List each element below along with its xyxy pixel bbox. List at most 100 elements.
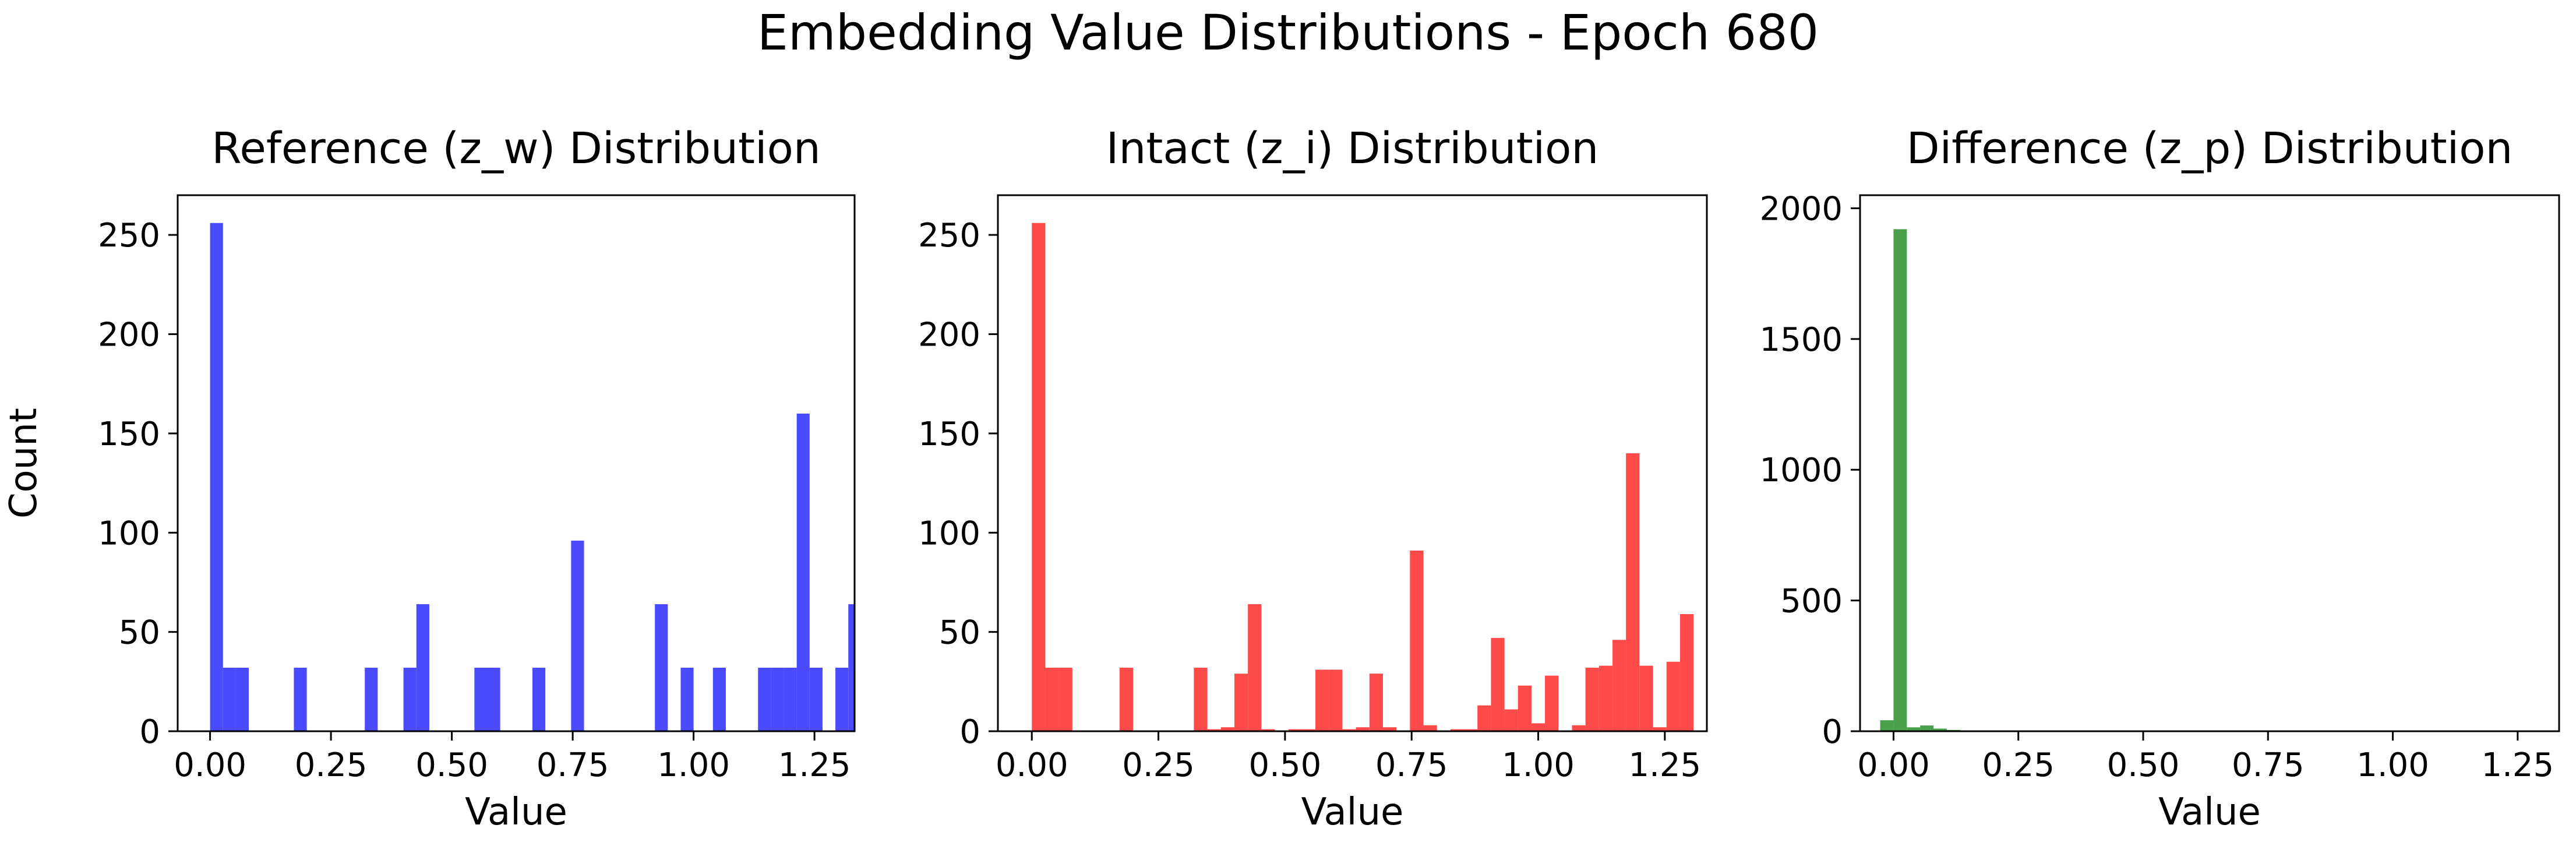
histogram-bar [487, 667, 500, 731]
x-tick-label: 1.25 [2482, 746, 2554, 784]
histogram-bar [1612, 640, 1626, 731]
y-tick-label: 150 [98, 415, 160, 453]
histogram-bar [1666, 661, 1680, 731]
histogram-bar [1598, 665, 1613, 731]
x-tick-label: 0.00 [174, 746, 246, 784]
histogram-bar [1572, 725, 1586, 731]
histogram-bar [655, 604, 668, 731]
x-tick-label: 1.25 [778, 746, 851, 784]
y-tick-label: 2000 [1759, 190, 1843, 228]
histogram-bar [1653, 727, 1667, 731]
figure-title: Embedding Value Distributions - Epoch 68… [757, 4, 1819, 61]
y-tick-label: 50 [119, 614, 160, 652]
histogram-bar [758, 667, 771, 731]
histogram-bars [210, 223, 855, 731]
x-tick-label: 1.00 [657, 746, 730, 784]
x-tick-label: 0.75 [537, 746, 609, 784]
y-tick-label: 50 [939, 614, 980, 652]
histogram-bar [1342, 729, 1356, 731]
histogram-bar [1369, 674, 1383, 731]
histogram-bar [532, 667, 546, 731]
x-tick-label: 0.50 [2107, 746, 2180, 784]
panel-intact: 0.00 0.25 0.50 0.75 1.00 1.25 0 50 100 150 200 250 I… [918, 124, 1708, 834]
histogram-bar [210, 223, 223, 731]
histogram-bar [771, 667, 784, 731]
histogram-bar [1119, 667, 1134, 731]
x-tick-label: 0.75 [1375, 746, 1448, 784]
histogram-bar [1410, 550, 1424, 731]
histogram-bar [1679, 614, 1694, 731]
panels: 0.00 0.25 0.50 0.75 1.00 1.25 0 50 100 150 200 250 R… [2, 124, 2560, 834]
y-tick-label: 150 [918, 415, 980, 453]
histogram-bar [1234, 674, 1248, 731]
panel-title: Difference (z_p) Distribution [1907, 124, 2513, 174]
histogram-bar [1301, 729, 1316, 731]
histogram-bar [1261, 729, 1275, 731]
y-tick-label: 200 [918, 316, 980, 354]
histogram-bar [1045, 667, 1059, 731]
histogram-bar [223, 667, 236, 731]
histogram-bar [1423, 725, 1437, 731]
y-tick-label: 0 [1822, 713, 1843, 751]
histogram-bar [1518, 685, 1532, 731]
y-tick-label: 100 [98, 514, 160, 552]
histogram-bar [1248, 604, 1262, 731]
x-axis-label: Value [465, 791, 567, 834]
plot-frame [997, 194, 1708, 732]
histogram-bar [1288, 729, 1302, 731]
histogram-bar [1194, 667, 1208, 731]
plot-frame [177, 194, 856, 732]
histogram-bar [1382, 727, 1397, 731]
histogram-bar [1356, 727, 1370, 731]
histogram-bar [809, 667, 823, 731]
histogram-bar [1504, 709, 1518, 731]
y-tick-label: 250 [918, 217, 980, 255]
x-tick-label: 0.25 [1122, 746, 1195, 784]
histogram-bar [680, 667, 694, 731]
x-tick-label: 1.00 [2356, 746, 2429, 784]
panel-reference: 0.00 0.25 0.50 0.75 1.00 1.25 0 50 100 150 200 250 R… [2, 124, 856, 834]
histogram-bar [1933, 728, 1947, 731]
histogram-bar [835, 667, 849, 731]
histogram-bar [784, 667, 797, 731]
y-axis-label: Count [2, 408, 45, 519]
histogram-bar [712, 667, 726, 731]
y-tick-label: 1000 [1759, 452, 1843, 489]
histogram-bar [848, 604, 855, 731]
y-tick-label: 100 [918, 514, 980, 552]
y-tick-label: 0 [959, 713, 980, 751]
panel-difference: 0.00 0.25 0.50 0.75 1.00 1.25 0 500 1000 1500 2000… [1759, 124, 2560, 834]
histogram-bar [1893, 229, 1907, 731]
histogram-bar [1329, 669, 1343, 731]
histogram-bar [1220, 727, 1234, 731]
x-tick-label: 0.50 [1249, 746, 1322, 784]
x-tick-label: 0.25 [1982, 746, 2055, 784]
histogram-bars [1866, 229, 1974, 731]
histogram-bar [1207, 729, 1221, 731]
x-tick-label: 1.00 [1502, 746, 1575, 784]
histogram-bar [365, 667, 378, 731]
x-tick-label: 0.00 [996, 746, 1068, 784]
y-tick-label: 0 [139, 713, 160, 751]
histogram-bar [294, 667, 307, 731]
y-tick-label: 1500 [1759, 321, 1843, 359]
histogram-bar [1626, 453, 1640, 731]
panel-title: Reference (z_w) Distribution [211, 124, 821, 174]
x-axis-label: Value [2158, 791, 2261, 834]
x-tick-label: 0.75 [2232, 746, 2305, 784]
histogram-bar [235, 667, 249, 731]
histogram-bar [1880, 720, 1894, 731]
histogram-bar [1907, 727, 1921, 731]
histogram-bar [1477, 705, 1491, 731]
plot-frame [1859, 194, 2560, 732]
histogram-bar [416, 604, 429, 731]
x-tick-label: 1.25 [1629, 746, 1702, 784]
histogram-bar [1032, 223, 1046, 731]
histogram-bar [796, 413, 810, 731]
x-axis-label: Value [1301, 791, 1404, 834]
histogram-bar [1464, 729, 1478, 731]
histogram-bar [1639, 665, 1653, 731]
y-tick-label: 200 [98, 316, 160, 354]
